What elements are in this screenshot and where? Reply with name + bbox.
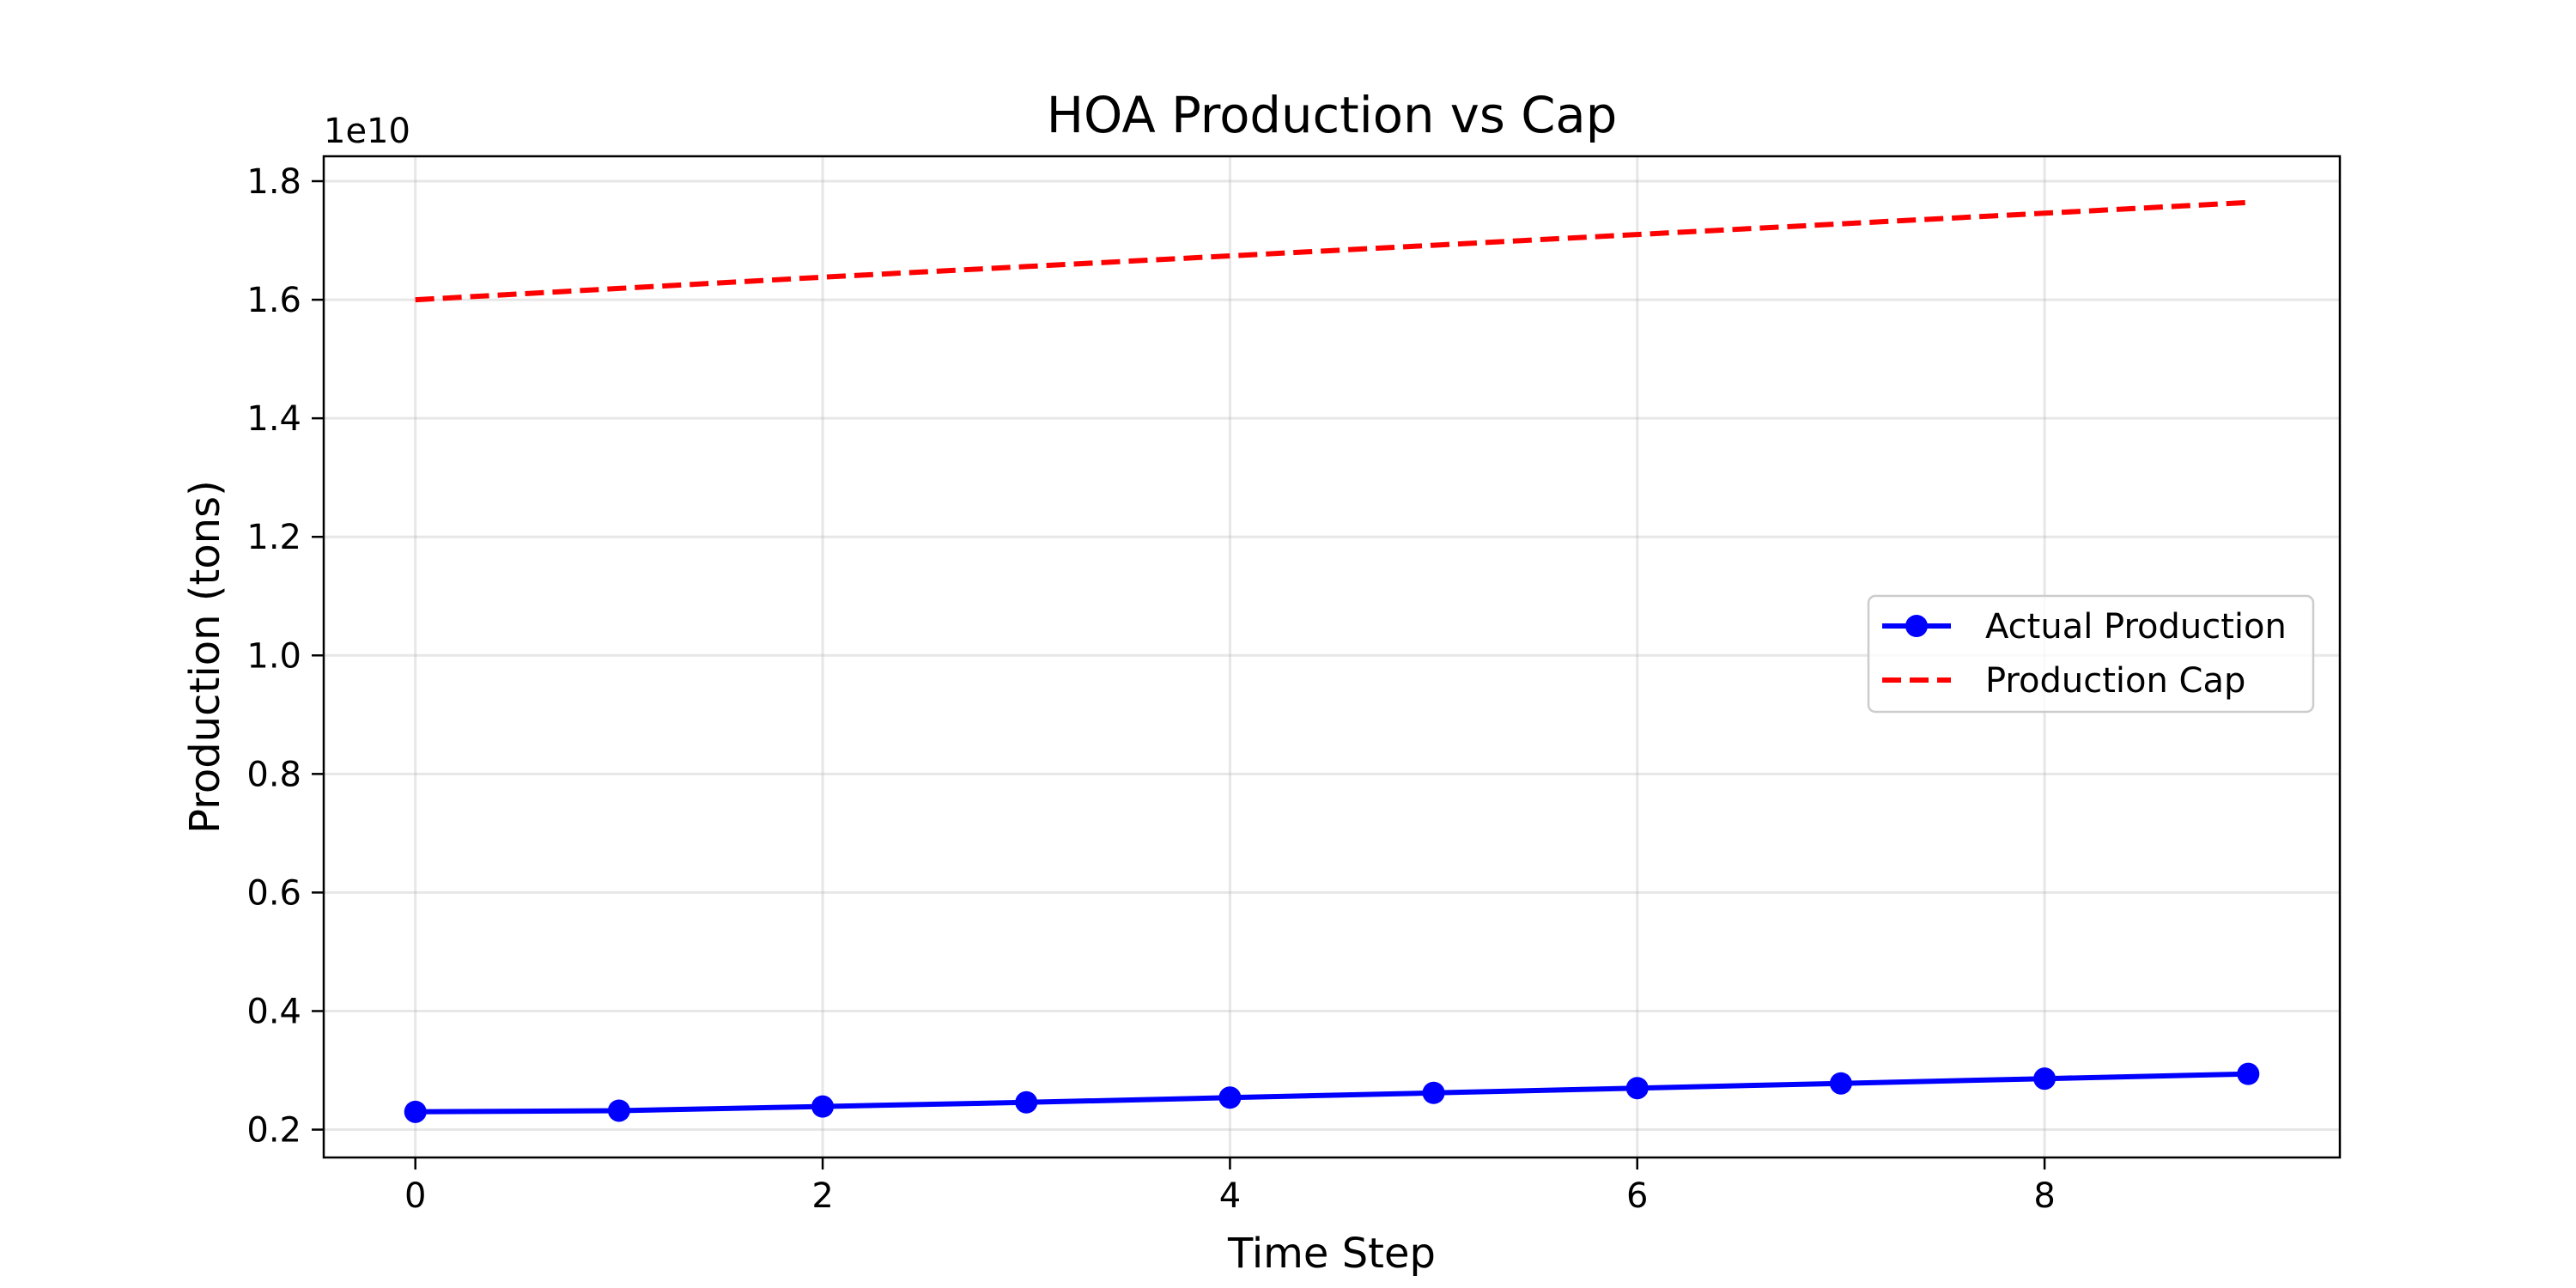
legend-label-production-cap: Production Cap bbox=[1985, 661, 2245, 701]
data-point-actual-production bbox=[2033, 1067, 2057, 1091]
y-tick-label: 0.6 bbox=[246, 873, 301, 913]
y-tick-label: 1.8 bbox=[246, 162, 301, 202]
plot-frame bbox=[322, 155, 2342, 1159]
legend-label-actual-production: Actual Production bbox=[1985, 607, 2287, 647]
y-tick-label: 1.4 bbox=[246, 399, 301, 439]
data-point-actual-production bbox=[1422, 1081, 1445, 1104]
y-tick-label: 0.4 bbox=[246, 992, 301, 1031]
x-tick-label: 4 bbox=[1219, 1176, 1241, 1216]
y-axis-offset-label: 1e10 bbox=[324, 112, 410, 151]
y-tick-label: 1.2 bbox=[246, 518, 301, 557]
data-point-actual-production bbox=[404, 1100, 427, 1123]
data-point-actual-production bbox=[1218, 1086, 1242, 1109]
y-tick-label: 0.2 bbox=[246, 1111, 301, 1151]
x-tick-label: 8 bbox=[2033, 1176, 2055, 1216]
x-tick-label: 0 bbox=[404, 1176, 426, 1216]
x-axis-label: Time Step bbox=[1227, 1230, 1436, 1278]
chart-title: HOA Production vs Cap bbox=[1047, 87, 1618, 144]
series-line-production-cap bbox=[415, 199, 2249, 303]
y-axis-label: Production (tons) bbox=[181, 480, 229, 834]
legend-box bbox=[1867, 594, 2315, 714]
axis-ticks: 0 2 4 6 8 0.2 0.4 0.6 0.8 1.0 1.2 1.4 1.6 1.8 bbox=[246, 162, 2055, 1216]
y-tick-label: 1.6 bbox=[246, 281, 301, 320]
data-point-actual-production bbox=[1015, 1091, 1038, 1114]
data-point-actual-production bbox=[607, 1099, 630, 1122]
y-tick-label: 1.0 bbox=[246, 636, 301, 676]
legend: Actual Production Production Cap bbox=[1867, 594, 2315, 714]
data-point-actual-production bbox=[2237, 1062, 2260, 1085]
data-point-actual-production bbox=[1829, 1072, 1852, 1095]
data-point-actual-production bbox=[811, 1095, 835, 1118]
legend-marker-actual-production bbox=[1905, 615, 1928, 637]
y-tick-label: 0.8 bbox=[246, 755, 301, 794]
series-group bbox=[404, 199, 2260, 1123]
data-point-actual-production bbox=[1625, 1077, 1649, 1100]
x-tick-label: 2 bbox=[811, 1176, 833, 1216]
series-line-actual-production bbox=[415, 1071, 2249, 1115]
x-tick-label: 6 bbox=[1626, 1176, 1648, 1216]
